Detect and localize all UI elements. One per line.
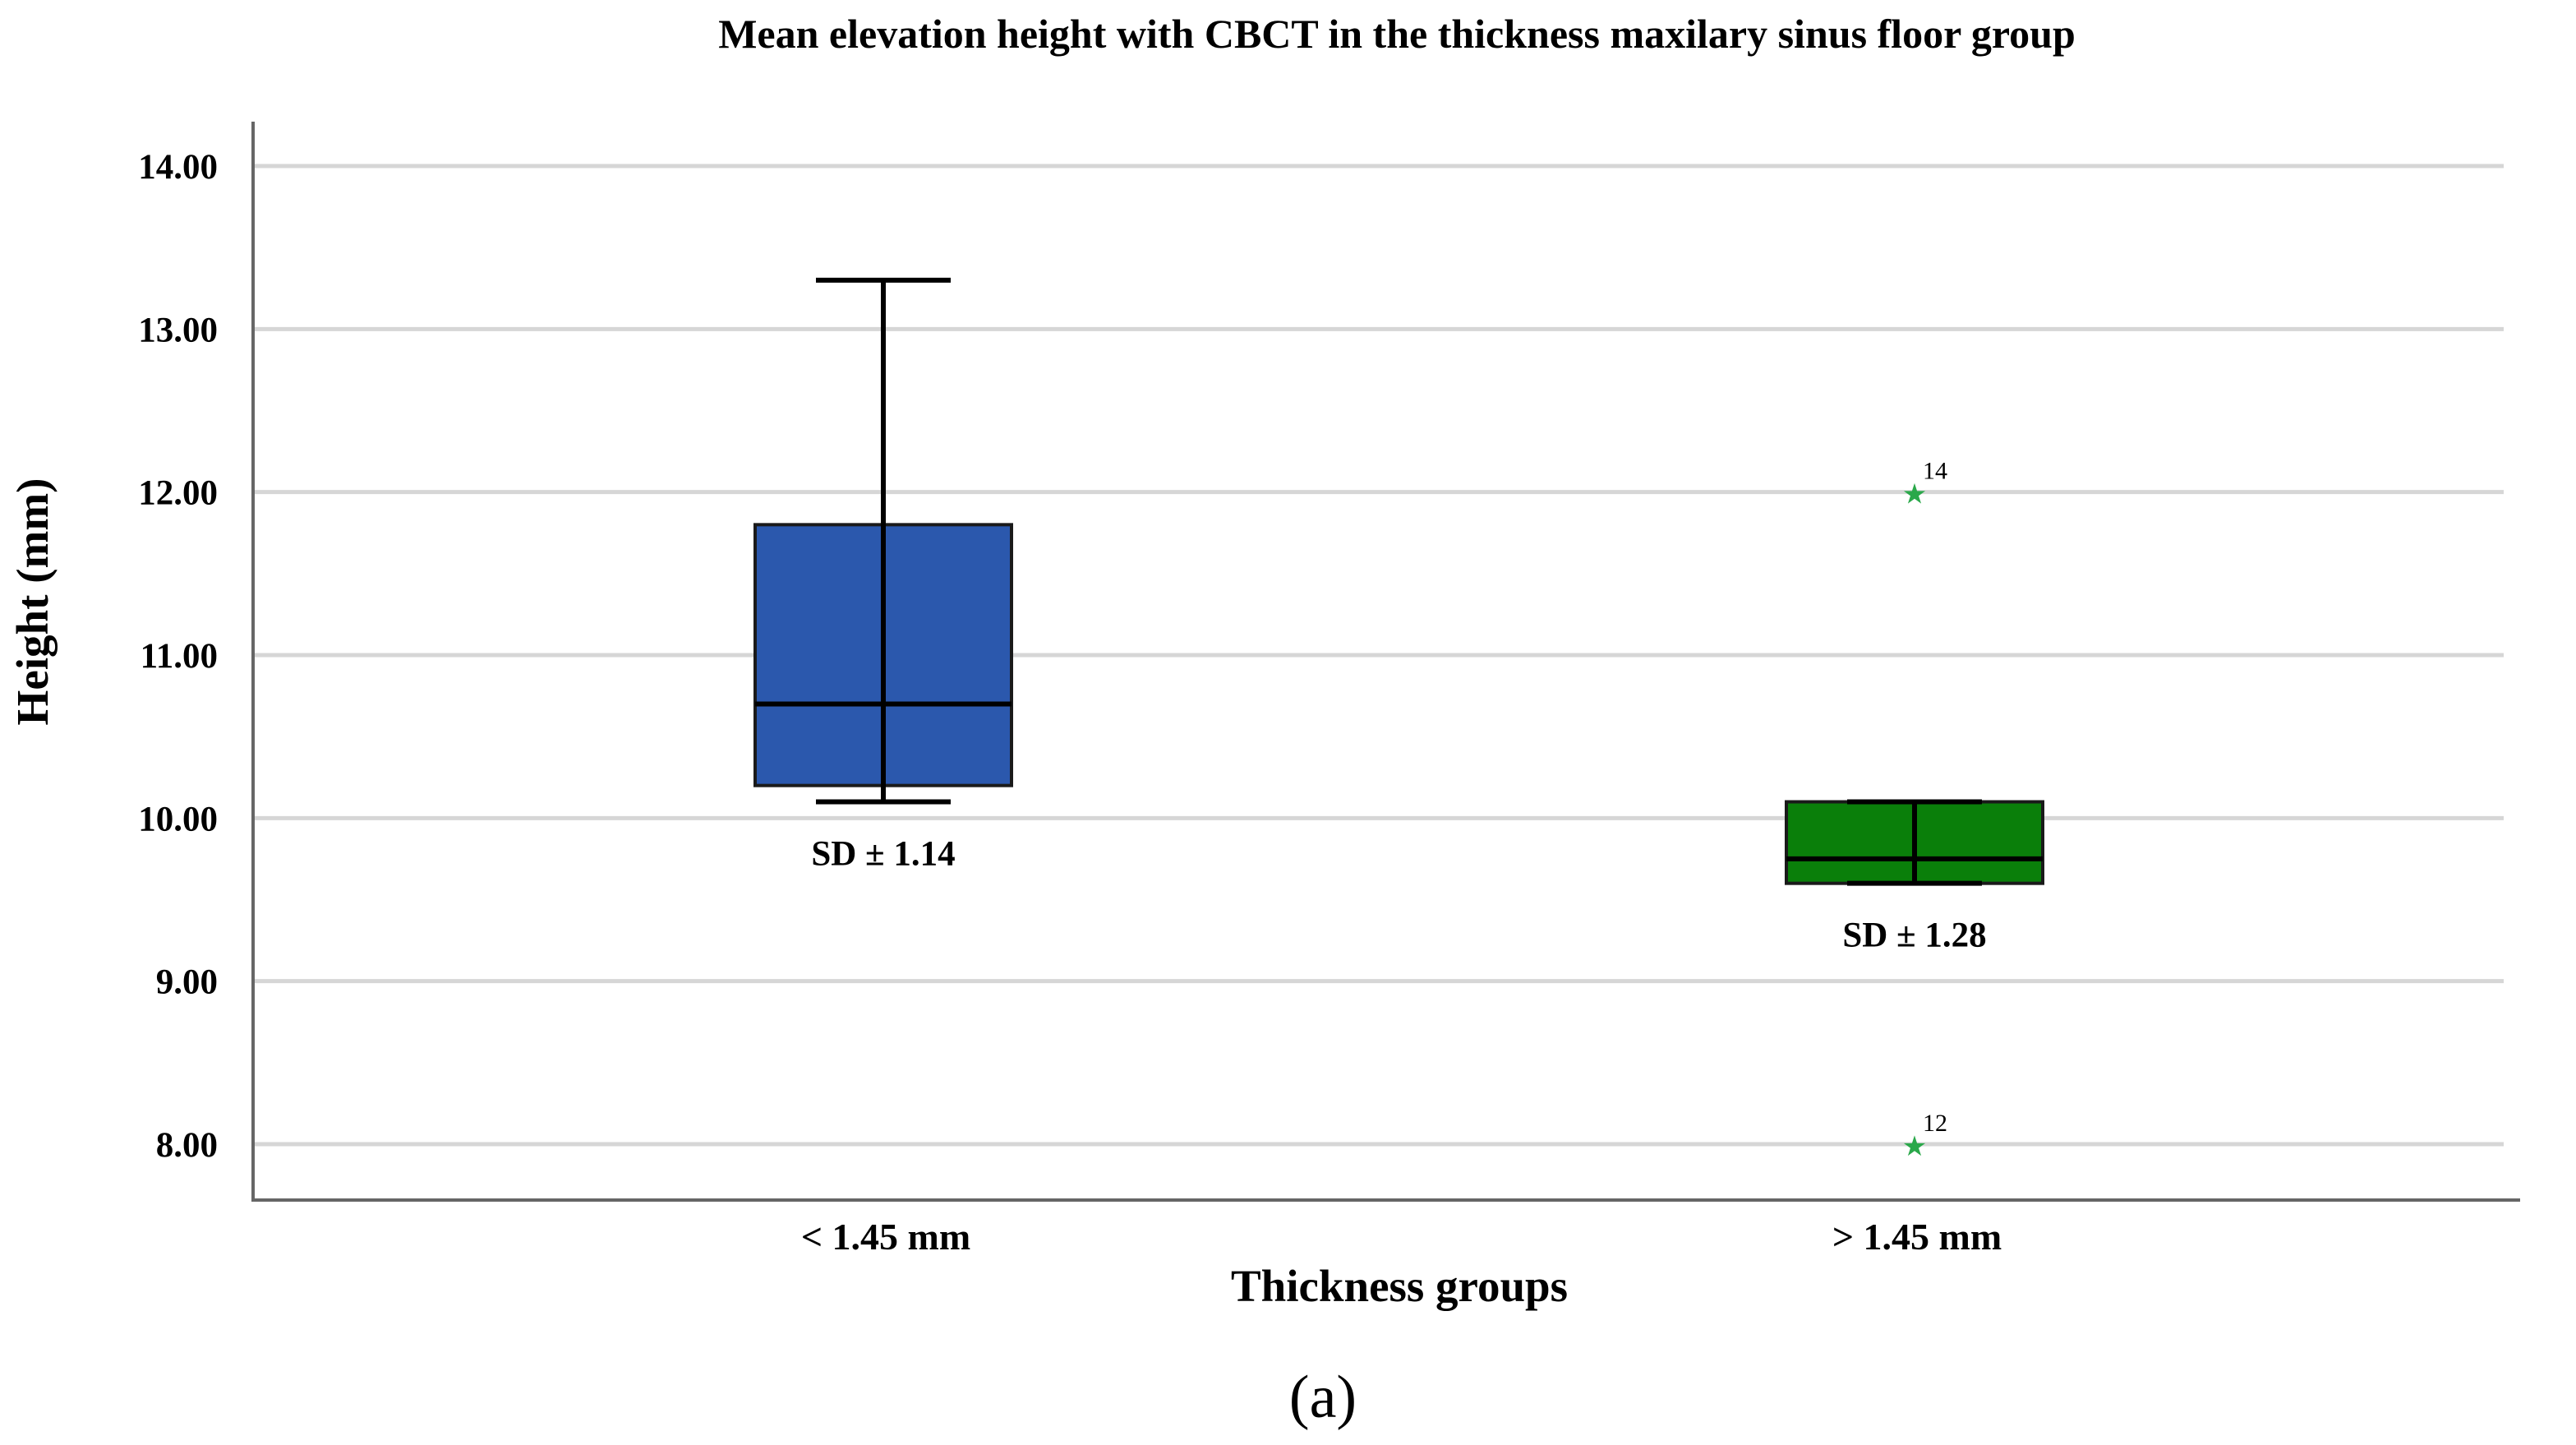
y-tick-label: 10.00 [138, 800, 218, 838]
x-axis-label: Thickness groups [1231, 1261, 1568, 1311]
y-tick-label: 12.00 [138, 474, 218, 513]
chart-title: Mean elevation height with CBCT in the t… [718, 11, 2076, 57]
y-axis-label: Height (mm) [7, 478, 58, 726]
y-tick-label: 13.00 [138, 311, 218, 349]
figure-caption: (a) [1289, 1364, 1357, 1431]
x-axis-categories: < 1.45 mm > 1.45 mm [801, 1216, 2002, 1258]
box-group: SD ± 1.28★14★12 [1785, 458, 2044, 1163]
y-axis-ticks: 14.00 13.00 12.00 11.00 10.00 9.00 8.00 [138, 148, 218, 1165]
box-group: SD ± 1.14 [753, 277, 1013, 874]
sd-label: SD ± 1.28 [1842, 916, 1986, 955]
y-tick-label: 8.00 [156, 1126, 218, 1165]
outlier-star-icon: ★ [1902, 1130, 1927, 1163]
sd-label: SD ± 1.14 [811, 835, 955, 874]
y-tick-label: 9.00 [156, 963, 218, 1002]
y-tick-label: 11.00 [141, 637, 218, 676]
outlier-label: 12 [1923, 1110, 1947, 1137]
y-tick-label: 14.00 [138, 148, 218, 187]
outlier-label: 14 [1923, 458, 1947, 485]
outlier-star-icon: ★ [1902, 478, 1927, 511]
x-tick-label: > 1.45 mm [1832, 1216, 2002, 1258]
gridlines [253, 164, 2504, 1147]
x-tick-label: < 1.45 mm [801, 1216, 970, 1258]
